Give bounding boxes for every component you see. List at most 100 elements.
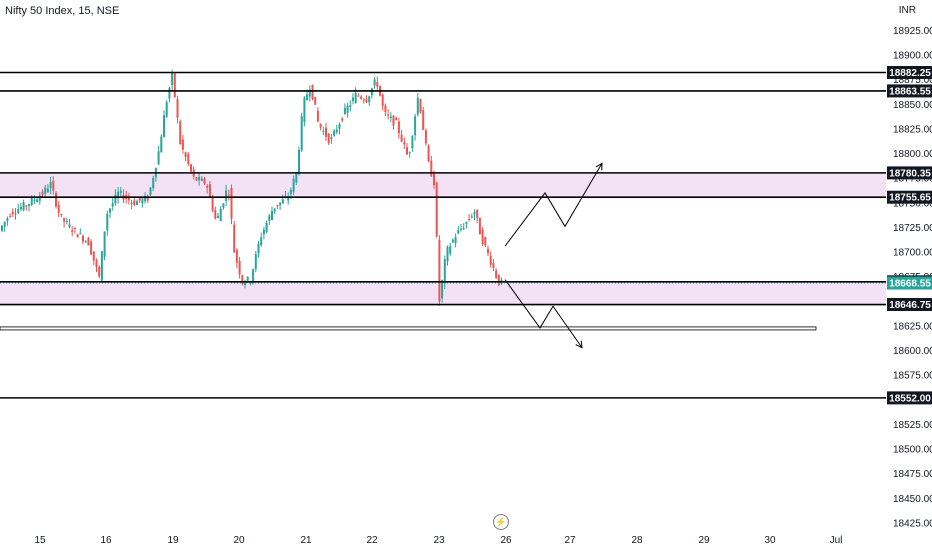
y-tick-label: 18850.00: [893, 100, 932, 111]
candle-body: [95, 260, 98, 267]
candle-body: [470, 216, 473, 218]
candle-body: [481, 229, 484, 245]
x-tick-label: 30: [764, 535, 776, 546]
candle-body: [441, 280, 444, 299]
candle-body: [38, 196, 41, 201]
candle-body: [163, 115, 165, 138]
candle-body: [362, 99, 365, 101]
candle-body: [460, 228, 462, 230]
candle-body: [171, 72, 174, 85]
y-tick-label: 18425.00: [893, 519, 932, 530]
y-tick-label: 18450.00: [893, 494, 932, 505]
candle-body: [168, 88, 171, 99]
candle-body: [241, 275, 244, 284]
candle-body: [87, 237, 90, 246]
candle-body: [249, 282, 252, 284]
candle-body: [65, 221, 68, 223]
level-label: 18552.00: [889, 393, 931, 404]
candle-body: [49, 182, 52, 189]
candle-body: [268, 215, 271, 221]
candle-body: [298, 149, 300, 175]
candle-body: [252, 269, 255, 283]
candle-body: [478, 217, 481, 235]
level-label: 18780.35: [889, 168, 931, 179]
x-tick-label: 23: [433, 535, 445, 546]
candle-body: [176, 99, 179, 118]
candle-body: [430, 160, 433, 177]
projection-down-path: [504, 279, 583, 348]
candle-body: [25, 205, 28, 207]
candle-body: [1, 225, 3, 231]
candle-body: [343, 107, 346, 114]
candle-body: [384, 105, 387, 113]
candle-body: [165, 102, 168, 117]
candle-body: [138, 197, 141, 201]
candle-body: [338, 124, 341, 129]
candle-body: [411, 136, 414, 149]
candle-body: [225, 190, 228, 201]
candle-body: [30, 197, 33, 205]
candle-body: [206, 185, 209, 188]
candle-body: [311, 84, 314, 100]
x-tick-label: 28: [631, 535, 643, 546]
candle-body: [360, 96, 363, 99]
candle-body: [457, 230, 460, 234]
candle-body: [300, 116, 303, 151]
candle-body: [446, 246, 449, 262]
candle-body: [465, 222, 468, 224]
level-label: 18882.25: [889, 68, 931, 79]
candle-body: [119, 190, 122, 193]
candle-body: [6, 218, 9, 222]
candle-body: [325, 127, 327, 137]
candle-body: [387, 114, 390, 116]
currency-label: INR: [898, 5, 916, 16]
candle-body: [454, 237, 457, 244]
candle-body: [238, 260, 241, 275]
candle-body: [289, 189, 292, 195]
candle-body: [133, 200, 136, 206]
lightning-icon[interactable]: ⚡: [493, 514, 509, 530]
x-tick-label: 22: [366, 535, 378, 546]
x-tick-label: 20: [233, 535, 245, 546]
candle-body: [106, 213, 109, 231]
candle-body: [487, 249, 489, 254]
channel-line: [0, 326, 817, 331]
candle-body: [414, 116, 417, 136]
y-tick-label: 18525.00: [893, 420, 932, 431]
candle-body: [424, 130, 427, 144]
chart-title: Nifty 50 Index, 15, NSE: [5, 5, 120, 17]
candle-body: [82, 235, 84, 242]
last-price-label: 18668.55: [889, 279, 931, 290]
candle-body: [365, 99, 368, 103]
candle-body: [146, 196, 149, 201]
candle-body: [354, 93, 357, 104]
candle-body: [111, 203, 114, 207]
candle-body: [117, 191, 120, 199]
y-tick-label: 18925.00: [893, 26, 932, 37]
candle-body: [144, 195, 147, 202]
candle-body: [392, 115, 395, 126]
projection-up-path: [504, 163, 603, 247]
candle-body: [160, 136, 163, 153]
candle-body: [319, 123, 322, 128]
candle-body: [19, 207, 22, 210]
candle-body: [416, 97, 419, 115]
candle-body: [389, 116, 392, 119]
y-tick-label: 18875.00: [893, 75, 932, 86]
candle-body: [9, 216, 12, 218]
candle-body: [109, 208, 111, 213]
candle-body: [14, 213, 17, 215]
x-tick-label: 27: [564, 535, 576, 546]
candle-body: [136, 201, 138, 205]
candle-body: [306, 94, 309, 101]
x-tick-label: 29: [698, 535, 710, 546]
candle-body: [419, 99, 422, 113]
x-tick-label: 16: [100, 535, 112, 546]
candle-body: [495, 270, 498, 278]
y-tick-label: 18700.00: [893, 248, 932, 259]
level-label-bg: [887, 65, 932, 79]
candle-body: [368, 96, 371, 103]
candle-body: [92, 251, 95, 261]
candle-body: [184, 152, 187, 158]
